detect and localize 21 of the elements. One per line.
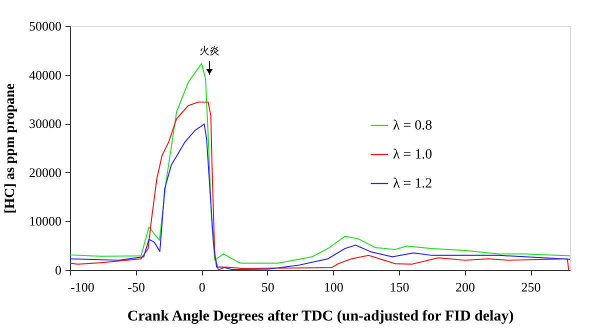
x-tick-label: 100 xyxy=(324,280,344,294)
y-tick-label: 30000 xyxy=(29,116,62,132)
x-tick-label: 200 xyxy=(455,280,475,294)
y-tick-label: 40000 xyxy=(29,67,62,82)
y-tick-label: 0 xyxy=(55,262,62,278)
x-tick-label: 0 xyxy=(198,280,206,294)
x-axis-title: Crank Angle Degrees after TDC (un-adjusted for FID delay) xyxy=(127,308,514,324)
legend-label: λ = 1.0 xyxy=(393,148,432,162)
y-tick-label: 10000 xyxy=(29,214,62,229)
annotation: 火炎 xyxy=(199,45,220,57)
y-tick-label: 20000 xyxy=(29,164,62,180)
line-series xyxy=(70,63,570,264)
x-tick-label: 250 xyxy=(521,280,541,294)
x-tick-label: 150 xyxy=(390,280,410,294)
legend-label: λ = 0.8 xyxy=(393,118,432,134)
y-tick-label: 50000 xyxy=(29,18,62,34)
x-tick-label: -100 xyxy=(70,280,94,294)
legend-label: λ = 1.2 xyxy=(393,176,432,192)
x-tick-label: 50 xyxy=(261,280,274,294)
x-tick-label: -50 xyxy=(128,280,145,294)
y-axis-title: [HC] as ppm propane xyxy=(3,83,18,214)
